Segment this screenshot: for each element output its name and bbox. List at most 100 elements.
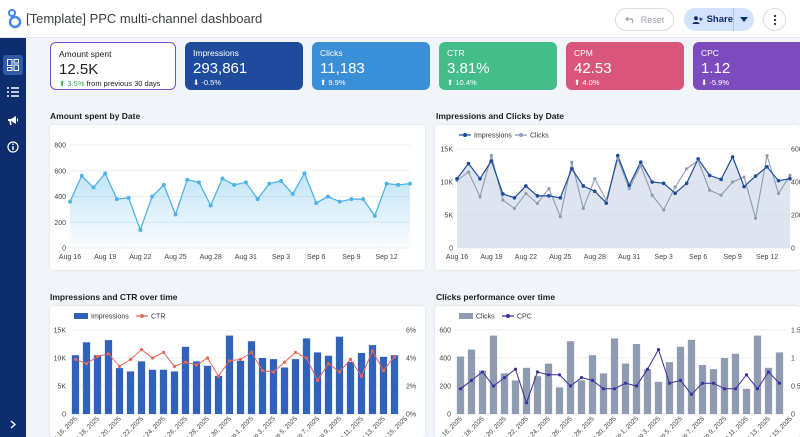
data-point-impressions	[455, 176, 459, 181]
kpi-label: CTR	[447, 48, 465, 58]
data-point-clicks	[616, 157, 620, 161]
data-point-cpc	[612, 387, 617, 391]
data-point	[337, 199, 342, 204]
data-point-impressions	[661, 181, 666, 186]
data-point-clicks	[788, 173, 792, 177]
data-point	[91, 185, 96, 190]
bar	[291, 359, 300, 414]
data-point-ctr	[326, 362, 331, 366]
report-title: [Template] PPC multi-channel dashboard	[26, 11, 263, 26]
x-tick-label: Aug 31	[235, 254, 257, 261]
share-button[interactable]: Share	[684, 8, 734, 31]
share-dropdown-button[interactable]	[734, 17, 754, 22]
kpi-value: 42.53	[574, 60, 612, 77]
section-title-amount-spent: Amount spent by Date	[50, 111, 141, 121]
x-tick-label: Sep 6	[689, 254, 707, 261]
bar	[302, 338, 311, 414]
sidebar-expand-button[interactable]	[3, 414, 23, 434]
data-point-cpc	[469, 378, 474, 382]
data-point-impressions	[592, 189, 597, 194]
data-point-cpc	[513, 367, 518, 371]
bar	[720, 358, 729, 414]
kpi-change: ⬇ -0.5%	[193, 78, 295, 87]
data-point-clicks	[604, 198, 608, 202]
bar	[247, 341, 256, 414]
bar	[643, 369, 652, 414]
y-tick-label: 5K	[57, 384, 66, 391]
data-point-cpc	[623, 381, 628, 385]
data-point-clicks	[466, 170, 471, 174]
y2-tick-label: 600	[791, 147, 800, 154]
y-tick-label: 0	[447, 412, 451, 419]
bar	[599, 373, 608, 414]
sidebar-item-campaigns[interactable]	[3, 110, 23, 130]
reset-button[interactable]: Reset	[615, 8, 674, 31]
data-point-cpc	[711, 381, 716, 385]
bar	[632, 344, 641, 414]
kpi-change-value: 10.4%	[455, 78, 477, 87]
bar	[379, 356, 388, 414]
data-point-cpc	[557, 373, 562, 377]
x-tick-label: Aug 16	[446, 254, 468, 261]
data-point-cpc	[535, 370, 540, 374]
data-point-cpc	[755, 387, 760, 391]
y-tick-label: 15K	[441, 147, 454, 154]
bar	[511, 380, 520, 414]
sidebar-item-list[interactable]	[3, 82, 23, 102]
data-point-impressions	[684, 181, 689, 186]
data-point-impressions	[627, 183, 632, 188]
bar	[192, 361, 201, 414]
data-point	[372, 213, 377, 218]
data-point-impressions	[707, 173, 712, 178]
section-title-impressions-ctr: Impressions and CTR over time	[50, 292, 178, 302]
bar	[764, 367, 773, 414]
data-point-ctr	[271, 370, 276, 374]
data-point-cpc	[777, 381, 782, 385]
amount-spent-chart: 0 200 400 600 800 Aug 16 Aug 19 Aug 22 Aug 25 Aug…	[54, 143, 412, 261]
data-point-impressions	[478, 176, 482, 181]
bar	[346, 361, 355, 414]
data-point	[150, 194, 155, 199]
data-point-impressions	[730, 155, 735, 159]
y-tick-label: 0	[449, 246, 453, 253]
y2-tick-label: 0.5	[791, 384, 800, 391]
kpi-change-value: 3.5%	[67, 79, 85, 88]
x-tick-label: Sep 6	[307, 254, 325, 261]
data-point-clicks	[765, 154, 769, 158]
bar	[313, 352, 322, 414]
more-options-button[interactable]	[763, 8, 786, 31]
sidebar-item-dashboard[interactable]	[3, 55, 23, 75]
data-point-clicks	[742, 175, 746, 179]
data-point-impressions	[512, 196, 517, 200]
sidebar-item-info[interactable]	[3, 137, 23, 157]
data-point-impressions	[696, 157, 700, 161]
data-point-ctr	[348, 357, 353, 361]
data-point	[314, 200, 319, 205]
kpi-label: CPM	[574, 48, 593, 58]
bar	[687, 339, 696, 414]
data-point-ctr	[216, 374, 221, 378]
arrow-down-icon: ⬇	[193, 78, 200, 87]
data-point	[396, 182, 401, 187]
data-point-cpc	[601, 387, 606, 391]
bar	[390, 355, 399, 414]
y2-tick-label: 0	[791, 412, 795, 419]
bar	[577, 380, 586, 414]
data-point-ctr	[359, 374, 364, 378]
data-point-clicks	[650, 193, 654, 197]
y-tick-label: 200	[54, 220, 66, 227]
kpi-card-amount-spent: Amount spent 12.5K ⬆ 3.5% from previous …	[50, 42, 176, 90]
data-point-ctr	[183, 360, 188, 364]
bar	[544, 363, 553, 414]
data-point-impressions	[547, 194, 551, 198]
bar	[533, 376, 542, 414]
bar	[456, 356, 465, 414]
bar	[621, 363, 630, 414]
data-point-impressions	[650, 180, 655, 184]
legend-label-impressions: Impressions	[91, 314, 129, 321]
bar	[115, 368, 124, 414]
data-point	[349, 197, 354, 202]
